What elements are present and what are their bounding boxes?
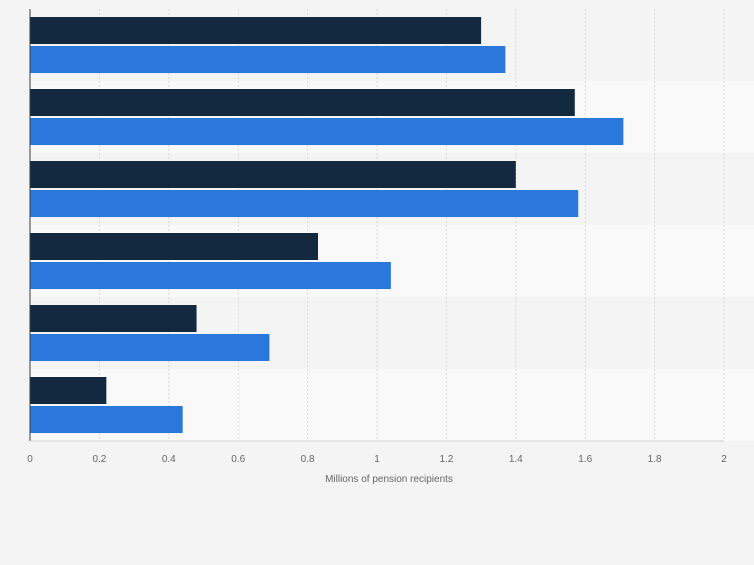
bar-series-1[interactable] <box>30 161 516 188</box>
x-tick-label: 1.8 <box>648 454 662 465</box>
x-tick-label: 0.4 <box>162 454 176 465</box>
gridlines <box>98 9 725 441</box>
axes <box>29 9 724 442</box>
x-tick-label: 1 <box>374 454 380 465</box>
x-tick-labels: 0 0.2 0.4 0.6 0.8 1 1.2 1.4 1.6 1.8 2 <box>27 454 727 465</box>
x-axis-label: Millions of pension recipients <box>325 474 453 485</box>
category-bands <box>30 9 754 441</box>
x-tick-label: 1.2 <box>439 454 453 465</box>
bar-series-1[interactable] <box>30 233 319 260</box>
x-tick-label: 0 <box>27 454 33 465</box>
bar-series-2[interactable] <box>30 190 579 217</box>
bar-series-2[interactable] <box>30 118 624 145</box>
x-tick-label: 0.8 <box>301 454 315 465</box>
bar-series-2[interactable] <box>30 46 506 73</box>
bar-series-2[interactable] <box>30 406 183 433</box>
x-tick-label: 2 <box>721 454 727 465</box>
bar-series-1[interactable] <box>30 305 197 332</box>
bar-series-1[interactable] <box>30 17 482 44</box>
bar-series-1[interactable] <box>30 89 575 116</box>
bar-series-1[interactable] <box>30 377 107 404</box>
x-tick-label: 0.6 <box>231 454 245 465</box>
x-tick-label: 1.4 <box>509 454 523 465</box>
bar-series-2[interactable] <box>30 334 270 361</box>
x-tick-label: 0.2 <box>92 454 106 465</box>
x-tick-label: 1.6 <box>578 454 592 465</box>
bars <box>30 17 624 433</box>
bar-series-2[interactable] <box>30 262 391 289</box>
